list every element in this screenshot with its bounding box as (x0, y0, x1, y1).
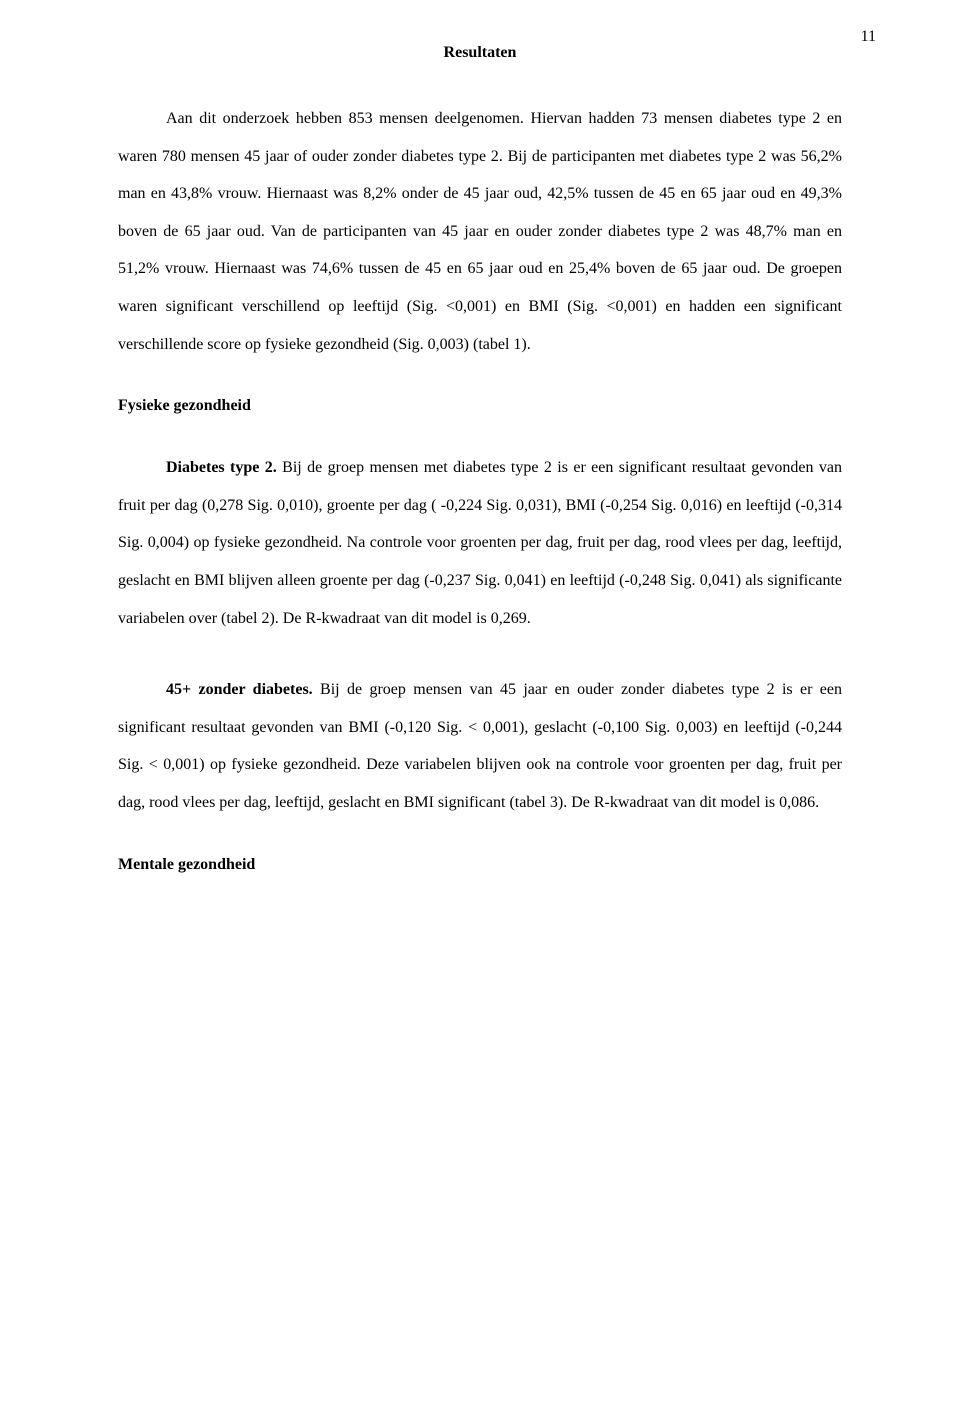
paragraph-intro: Aan dit onderzoek hebben 853 mensen deel… (118, 100, 842, 363)
paragraph-45plus: 45+ zonder diabetes. Bij de groep mensen… (118, 671, 842, 821)
section-heading-resultaten: Resultaten (118, 44, 842, 62)
page-number: 11 (861, 28, 876, 46)
document-page: 11 Resultaten Aan dit onderzoek hebben 8… (0, 0, 960, 924)
paragraph-body: Bij de groep mensen met diabetes type 2 … (118, 459, 842, 626)
subheading-mentale-gezondheid: Mentale gezondheid (118, 856, 842, 874)
run-in-heading-diabetes: Diabetes type 2. (166, 459, 277, 476)
run-in-heading-45plus: 45+ zonder diabetes. (166, 681, 313, 698)
subheading-fysieke-gezondheid: Fysieke gezondheid (118, 397, 842, 415)
paragraph-body: Bij de groep mensen van 45 jaar en ouder… (118, 681, 842, 811)
paragraph-diabetes-type-2: Diabetes type 2. Bij de groep mensen met… (118, 449, 842, 637)
